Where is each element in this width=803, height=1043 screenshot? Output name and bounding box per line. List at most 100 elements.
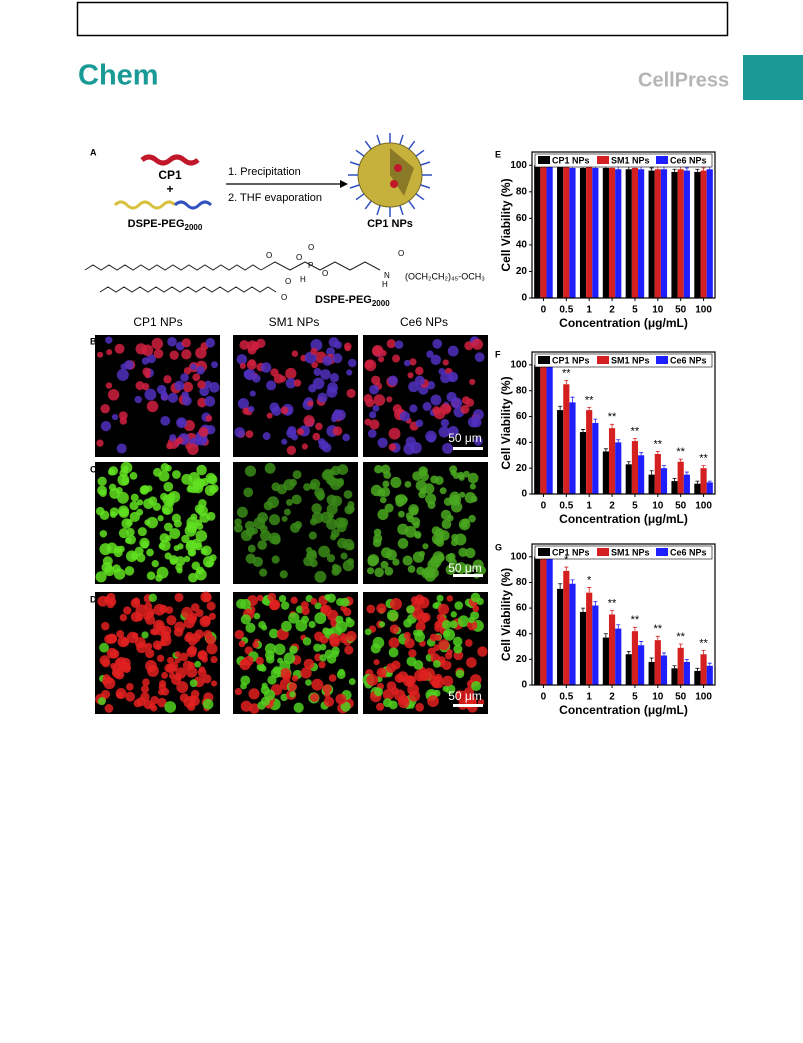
cell xyxy=(433,644,441,652)
np-peg xyxy=(408,200,416,210)
cell xyxy=(123,606,132,615)
np-peg xyxy=(376,205,381,216)
cell xyxy=(344,505,354,515)
bar xyxy=(625,464,632,494)
lipid-sub: 2000 xyxy=(185,223,203,232)
cell xyxy=(308,384,317,393)
cell xyxy=(279,375,287,383)
error-bar xyxy=(558,405,563,411)
chain xyxy=(99,286,277,293)
cell xyxy=(336,670,346,679)
cell xyxy=(166,442,173,450)
cell xyxy=(386,663,396,674)
cell xyxy=(168,661,179,672)
cell xyxy=(100,403,110,414)
cell xyxy=(465,639,473,647)
bar xyxy=(586,410,593,494)
cell xyxy=(249,390,256,397)
scale-bar xyxy=(453,447,483,450)
cell xyxy=(460,404,470,414)
error-bar xyxy=(684,658,689,662)
cell xyxy=(173,519,182,528)
cell xyxy=(169,350,179,360)
cell xyxy=(97,595,109,607)
bar xyxy=(586,592,593,685)
x-tick-label: 0 xyxy=(541,692,547,703)
cell xyxy=(377,356,385,363)
cell xyxy=(335,478,345,488)
cell xyxy=(166,615,177,626)
lipid-text: DSPE-PEG xyxy=(128,218,185,230)
cell xyxy=(345,618,355,628)
cell xyxy=(169,555,179,564)
cell xyxy=(200,547,208,555)
cell xyxy=(391,687,399,695)
cell xyxy=(187,702,196,711)
error-bar xyxy=(661,652,666,656)
cell xyxy=(136,499,144,506)
np-peg xyxy=(420,184,431,189)
cell xyxy=(372,538,382,548)
cell xyxy=(209,484,219,493)
bar xyxy=(671,668,678,685)
bar xyxy=(660,169,668,298)
x-tick-label: 2 xyxy=(609,305,615,316)
cell xyxy=(135,343,147,355)
cell xyxy=(398,694,409,705)
cell xyxy=(198,666,206,673)
cell xyxy=(300,601,309,610)
column-header: SM1 NPs xyxy=(269,315,320,329)
cell xyxy=(99,642,109,653)
cell xyxy=(310,597,318,605)
error-bar xyxy=(701,167,706,171)
cell xyxy=(289,645,298,655)
cell xyxy=(114,658,122,666)
plot-frame xyxy=(531,351,716,495)
cell xyxy=(450,611,457,618)
cell xyxy=(374,687,384,697)
bar xyxy=(671,171,678,298)
error-bar xyxy=(616,439,621,443)
cell xyxy=(236,506,248,518)
cell xyxy=(104,704,114,713)
error-bar xyxy=(649,470,654,475)
cell xyxy=(197,397,207,408)
cell xyxy=(245,430,254,439)
cell xyxy=(176,436,184,445)
cell xyxy=(416,566,425,576)
cell xyxy=(453,644,463,654)
cell xyxy=(319,643,327,651)
cell xyxy=(180,373,189,382)
cell xyxy=(430,354,442,366)
cell xyxy=(184,524,197,537)
cell xyxy=(206,511,216,521)
cell xyxy=(245,622,256,633)
panel-label: D xyxy=(90,594,97,604)
cell xyxy=(115,687,127,700)
x-tick-label: 50 xyxy=(675,501,687,512)
cell xyxy=(285,367,297,380)
legend-label: Ce6 NPs xyxy=(670,547,707,557)
bar xyxy=(648,170,655,298)
cell xyxy=(183,555,191,563)
cell xyxy=(286,445,297,455)
cell xyxy=(438,639,450,651)
cell xyxy=(409,358,417,366)
bar xyxy=(631,631,639,685)
cell xyxy=(415,621,426,632)
cell xyxy=(415,366,424,376)
cell xyxy=(247,544,256,553)
bar xyxy=(660,655,668,685)
cell xyxy=(464,694,476,707)
bar xyxy=(557,588,564,685)
cell xyxy=(144,372,151,379)
np-peg xyxy=(355,193,365,201)
cell xyxy=(440,418,450,428)
cell xyxy=(462,518,470,525)
bar xyxy=(586,166,593,298)
error-bar xyxy=(672,665,677,669)
plus: + xyxy=(166,182,173,196)
error-bar xyxy=(707,662,712,666)
cell xyxy=(318,440,329,450)
scale-bar xyxy=(453,704,483,707)
